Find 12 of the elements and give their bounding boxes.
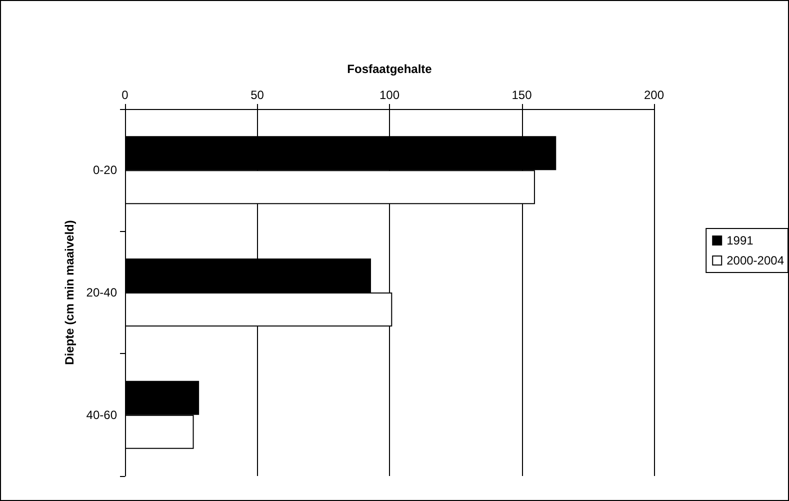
- legend-label: 2000-2004: [726, 254, 784, 268]
- x-tick-label: 200: [644, 88, 664, 102]
- x-tick-label: 50: [250, 88, 264, 102]
- y-tick-label: 40-60: [86, 408, 118, 422]
- x-tick-label: 0: [122, 88, 129, 102]
- y-axis-title: Diepte (cm min maaiveld): [62, 220, 76, 365]
- y-tick-label: 0-20: [92, 163, 118, 178]
- y-tick-label: 20-40: [86, 286, 118, 300]
- legend-label: 1991: [726, 234, 754, 248]
- x-axis-title: Fosfaatgehalte: [347, 62, 432, 76]
- x-tick-label: 150: [512, 88, 532, 102]
- x-tick-label: 100: [379, 88, 400, 102]
